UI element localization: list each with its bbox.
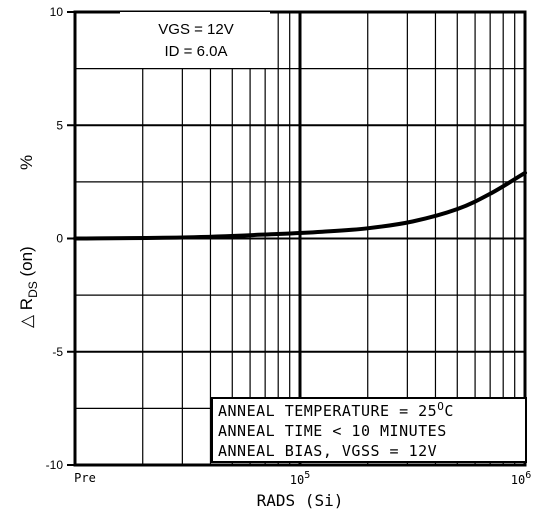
y-tick-label: 10 [50,5,64,19]
x-tick-labels: Pre 105 106 [74,470,531,487]
y-tick-label: -5 [52,345,63,359]
y-tick-label: -10 [46,458,64,472]
x-tick-label: Pre [74,471,96,485]
y-tick-label: 0 [56,232,63,246]
annotation-line-1: ANNEAL TEMPERATURE = 25OC [218,400,454,420]
y-tick-labels: 10 5 0 -5 -10 [46,5,75,472]
condition-id: ID = 6.0A [165,43,228,60]
svg-text:△ RDS (on): △ RDS (on) [17,246,40,328]
y-tick-label: 5 [56,118,63,132]
x-axis-label: RADS (Si) [257,491,344,510]
y-axis-label: △ RDS (on) % [17,155,40,328]
condition-vgs: VGS = 12V [158,21,233,38]
x-tick-label: 106 [511,470,531,487]
grid-major [75,12,525,465]
conditions-box [120,12,270,68]
annotation-box [211,397,527,463]
y-axis-unit: % [17,155,36,170]
series-line [73,170,527,241]
annotation-line-3: ANNEAL BIAS, VGSS = 12V [218,442,437,460]
x-tick-label: 105 [290,470,310,487]
annotation-line-2: ANNEAL TIME < 10 MINUTES [218,422,447,440]
